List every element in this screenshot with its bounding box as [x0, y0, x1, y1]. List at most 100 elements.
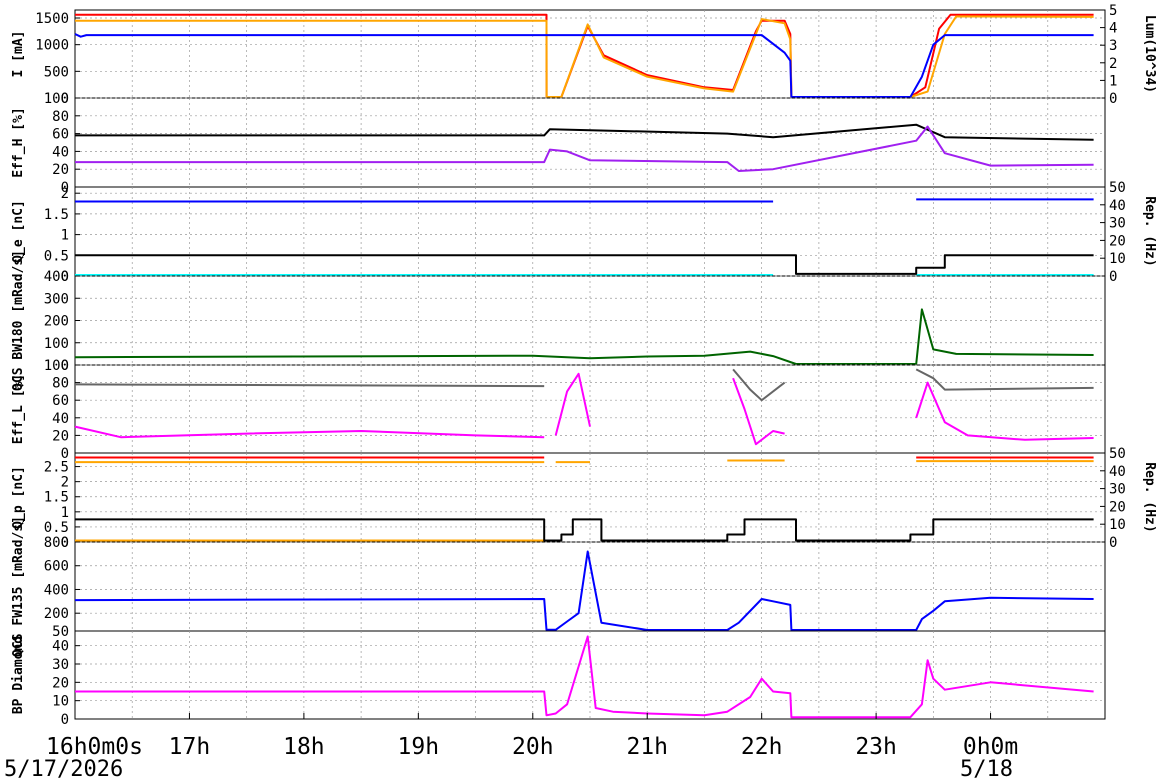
series-blue-2 [74, 33, 1094, 98]
right-tick-label: 50 [1109, 180, 1126, 196]
panel-frame [74, 9, 1106, 99]
y-tick-label: 1 [61, 505, 69, 521]
right-axis-label: Rep. (Hz) [1142, 462, 1157, 532]
y-tick-label: 0 [61, 446, 69, 462]
x-tick-label: 20h [512, 734, 554, 760]
series-black-0 [75, 123, 1094, 141]
x-tick-label: 22h [741, 734, 783, 760]
panel-frame [74, 364, 1106, 454]
y-tick-label: 600 [44, 559, 69, 575]
right-tick-label: 3 [1109, 38, 1117, 54]
right-tick-label: 10 [1109, 517, 1126, 533]
panel-bp-diamond: 0 10 20 30 40 BP Diamond [11, 630, 1106, 728]
y-tick-label: 100 [44, 91, 69, 107]
x-tick-label: 18h [283, 734, 325, 760]
series-gray-2 [915, 368, 1094, 391]
y-axis-label: Q_p [nC] [11, 466, 26, 529]
x-tick-label: 0h0m [963, 734, 1018, 760]
right-tick-label: 40 [1109, 464, 1126, 480]
right-tick-label: 30 [1109, 216, 1126, 232]
y-axis-label: Eff_H [%] [11, 107, 26, 177]
series-green-0 [74, 308, 1094, 365]
y-tick-label: 200 [44, 606, 69, 622]
series-magenta-3 [74, 425, 545, 439]
series-magenta-6 [915, 381, 1094, 441]
y-tick-label: 300 [44, 291, 69, 307]
y-tick-label: 2 [61, 186, 69, 202]
x-tick-label: 19h [398, 734, 440, 760]
y-tick-label: 800 [44, 535, 69, 551]
y-tick-label: 0 [61, 712, 69, 728]
y-tick-label: 50 [52, 624, 69, 640]
y-axis-label: QCS BW180 [mRad/s] [11, 250, 26, 391]
y-tick-label: 40 [52, 411, 69, 427]
right-axis-label: Rep. (Hz) [1142, 196, 1157, 266]
y-axis-label: Eff_L [%] [11, 374, 26, 444]
right-tick-label: 50 [1109, 446, 1126, 462]
right-tick-label: 0 [1109, 535, 1117, 551]
y-tick-label: 1.5 [44, 490, 69, 506]
y-axis-label: I [mA] [11, 31, 26, 78]
panel-frame [74, 630, 1106, 720]
right-tick-label: 40 [1109, 198, 1126, 214]
series-magenta-5 [732, 377, 785, 446]
y-tick-label: 0 [61, 535, 69, 551]
y-tick-label: 100 [44, 358, 69, 374]
y-tick-label: 1.5 [44, 207, 69, 223]
date-label-start: 5/17/2026 [4, 757, 123, 782]
right-tick-label: 1 [1109, 73, 1117, 89]
y-tick-label: 400 [44, 582, 69, 598]
panel-frame [74, 541, 1106, 632]
right-tick-label: 10 [1109, 251, 1126, 267]
y-tick-label: 40 [52, 144, 69, 160]
y-tick-label: 400 [44, 269, 69, 285]
y-tick-label: 60 [52, 127, 69, 143]
series-purple-1 [75, 125, 1094, 172]
x-tick-label: 23h [855, 734, 897, 760]
y-tick-label: 20 [52, 162, 69, 178]
y-tick-label: 1500 [35, 11, 69, 27]
y-tick-label: 100 [44, 336, 69, 352]
y-tick-label: 80 [52, 376, 69, 392]
right-tick-label: 5 [1109, 3, 1117, 19]
right-tick-label: 20 [1109, 499, 1126, 515]
y-tick-label: 2.5 [44, 460, 69, 476]
y-tick-label: 1000 [35, 38, 69, 54]
y-tick-label: 20 [52, 675, 69, 691]
series-black-4 [75, 254, 1094, 275]
x-tick-label: 17h [169, 734, 211, 760]
right-axis-label: Lum(10^34) [1142, 15, 1157, 93]
series-gray-1 [732, 368, 786, 402]
y-tick-label: 500 [44, 64, 69, 80]
series-gray-0 [74, 383, 545, 388]
right-tick-label: 20 [1109, 233, 1126, 249]
time-axis: 16h0m0s 5/17/2026 5/18 17h 18h 19h 20h 21h 22… [4, 713, 1018, 782]
panel-current: 0 500 1000 1500 0 12 34 5 Lum(10^34) I [mA] [11, 3, 1157, 107]
y-tick-label: 60 [52, 393, 69, 409]
y-tick-label: 80 [52, 109, 69, 125]
y-axis-label: BP Diamond [11, 636, 26, 714]
y-tick-label: 0.5 [44, 248, 69, 264]
y-tick-label: 0 [61, 91, 69, 107]
panel-frame [74, 97, 1106, 188]
series-black-7 [75, 518, 1094, 542]
series-magenta-4 [554, 372, 591, 436]
y-tick-label: 0 [61, 358, 69, 374]
y-tick-label: 10 [52, 694, 69, 710]
series-blue-0 [74, 550, 1094, 631]
y-tick-label: 20 [52, 428, 69, 444]
right-tick-label: 2 [1109, 56, 1117, 72]
right-tick-label: 0 [1109, 269, 1117, 285]
right-tick-label: 30 [1109, 482, 1126, 498]
y-tick-label: 0 [61, 180, 69, 196]
right-tick-label: 0 [1109, 91, 1117, 107]
time-axis-start-label: 16h0m0s [46, 734, 143, 760]
y-tick-label: 40 [52, 639, 69, 655]
right-tick-label: 4 [1109, 21, 1117, 37]
